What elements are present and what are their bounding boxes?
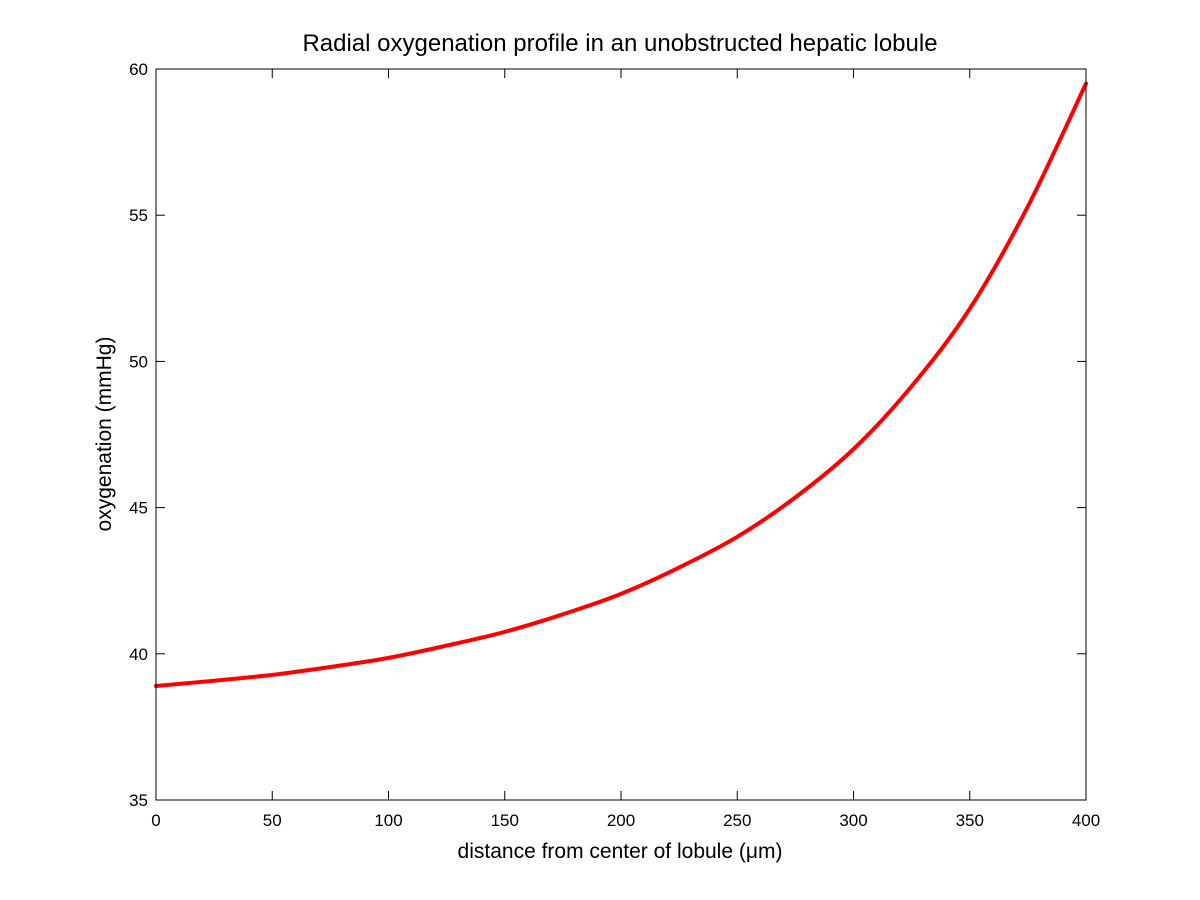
x-tick-label: 0 (151, 811, 160, 830)
x-tick-label: 300 (839, 811, 867, 830)
y-tick-label: 35 (129, 791, 148, 810)
plot-area (156, 69, 1086, 800)
x-tick-label: 150 (491, 811, 519, 830)
x-tick-label: 250 (723, 811, 751, 830)
x-tick-label: 400 (1072, 811, 1100, 830)
y-axis: 35 40 45 50 55 60 (129, 60, 1086, 810)
x-axis-label: distance from center of lobule (μm) (458, 840, 783, 863)
chart-title: Radial oxygenation profile in an unobstr… (302, 30, 937, 57)
x-axis: 0 50 100 150 200 250 300 350 400 (151, 69, 1100, 830)
y-tick-label: 60 (129, 60, 148, 79)
x-tick-label: 350 (956, 811, 984, 830)
x-tick-label: 50 (263, 811, 282, 830)
y-tick-label: 40 (129, 645, 148, 664)
plot-frame (155, 68, 1087, 801)
series-line (154, 81, 1088, 688)
y-tick-label: 50 (129, 352, 148, 371)
y-tick-label: 45 (129, 499, 148, 518)
y-axis-label: oxygenation (mmHg) (93, 337, 116, 532)
x-tick-label: 200 (607, 811, 635, 830)
y-tick-label: 55 (129, 206, 148, 225)
x-tick-label: 100 (374, 811, 402, 830)
